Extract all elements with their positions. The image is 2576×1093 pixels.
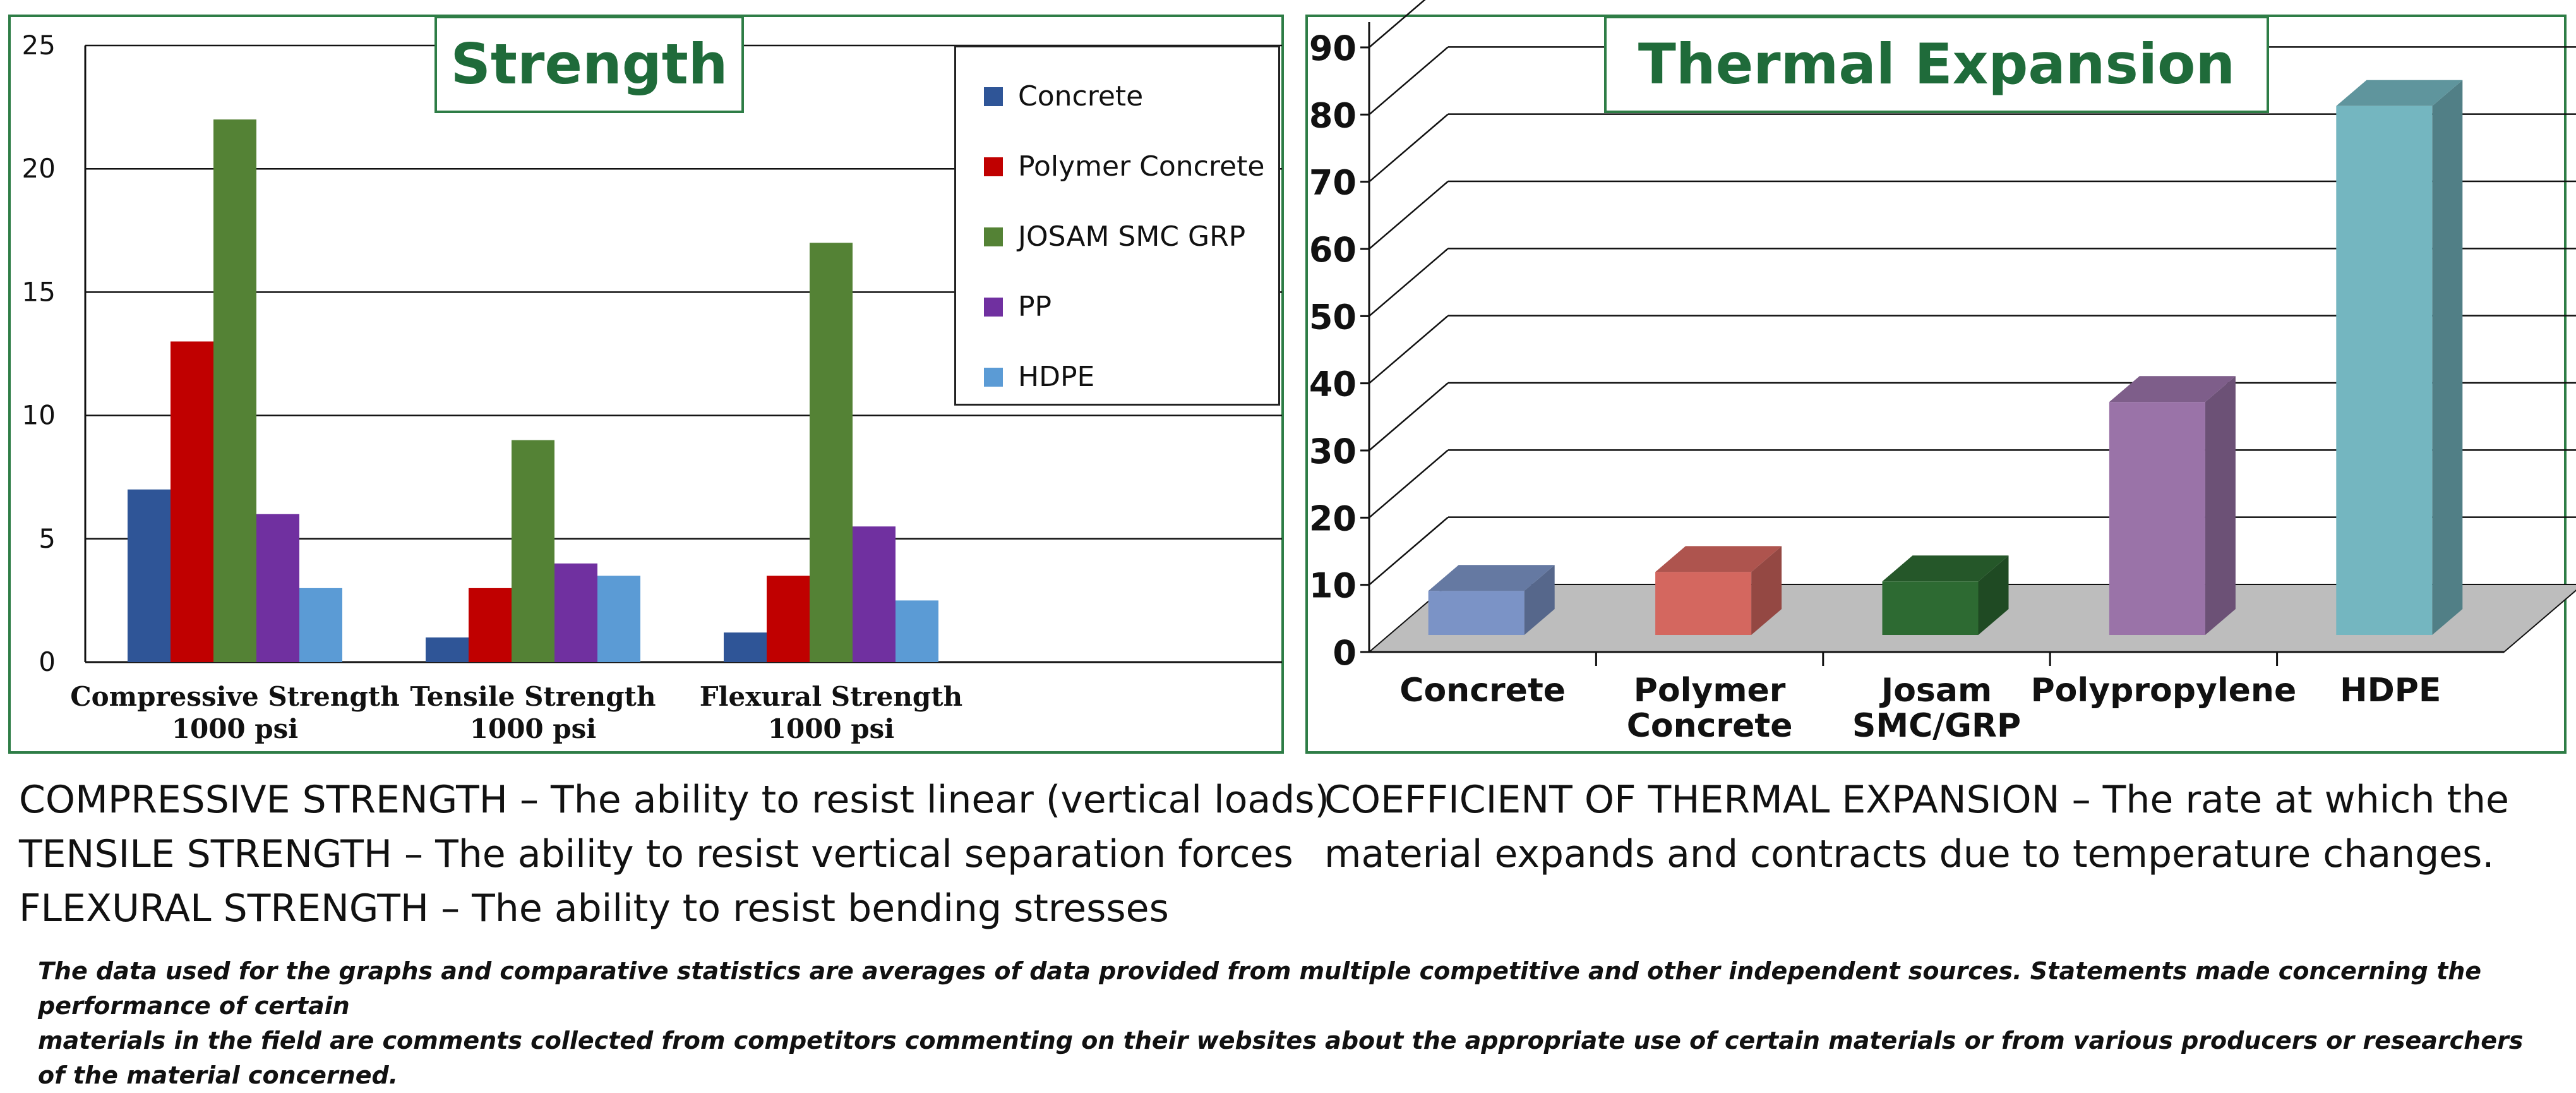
gridline-diagonal bbox=[1369, 248, 1449, 317]
legend-item-concrete: Concrete bbox=[956, 61, 1278, 131]
gridline-diagonal bbox=[1369, 0, 1426, 48]
legend-swatch-polymer-concrete bbox=[984, 157, 1003, 176]
legend-swatch-hdpe bbox=[984, 367, 1003, 387]
legend-label: JOSAM SMC GRP bbox=[1018, 220, 1246, 253]
y-tick-label: 30 bbox=[1309, 432, 1357, 471]
y-tick-label: 0 bbox=[39, 646, 56, 677]
x-tick-label: HDPE bbox=[2340, 672, 2441, 710]
y-tick-label: 5 bbox=[39, 523, 56, 554]
thermal-chart-title: Thermal Expansion bbox=[1604, 16, 2269, 113]
thermal-description-line-1: COEFFICIENT OF THERMAL EXPANSION – The r… bbox=[1324, 778, 2509, 822]
legend-item-polymer-concrete: Polymer Concrete bbox=[956, 131, 1278, 202]
gridline-diagonal bbox=[1369, 449, 1449, 519]
x-tick-label: Concrete bbox=[1627, 707, 1793, 745]
gridline-diagonal bbox=[1369, 516, 1449, 586]
tensile-strength-description: TENSILE STRENGTH – The ability to resist… bbox=[19, 832, 1293, 876]
bar bbox=[171, 341, 213, 662]
y-tick-label: 0 bbox=[1333, 633, 1357, 673]
x-tick-label: SMC/GRP bbox=[1852, 707, 2021, 745]
y-tick-label: 20 bbox=[22, 153, 56, 184]
strength-legend: Concrete Polymer Concrete JOSAM SMC GRP … bbox=[954, 45, 1280, 406]
legend-label: HDPE bbox=[1018, 361, 1095, 393]
x-tick-label: Josam bbox=[1879, 672, 1992, 710]
x-tick-label: Polypropylene bbox=[2031, 672, 2297, 710]
y-tick-label: 80 bbox=[1309, 95, 1357, 135]
bar-side bbox=[1978, 555, 2009, 635]
bar bbox=[469, 588, 512, 662]
compressive-strength-description: COMPRESSIVE STRENGTH – The ability to re… bbox=[19, 778, 1329, 822]
legend-label: PP bbox=[1018, 291, 1052, 323]
x-tick-label: 1000 psi bbox=[768, 713, 894, 744]
bar bbox=[2336, 106, 2433, 636]
bar bbox=[1655, 572, 1752, 635]
bar bbox=[853, 526, 896, 662]
legend-label: Concrete bbox=[1018, 80, 1144, 112]
footnote-line-1: The data used for the graphs and compara… bbox=[38, 957, 2482, 1020]
y-tick-label: 90 bbox=[1309, 28, 1357, 68]
legend-label: Polymer Concrete bbox=[1018, 150, 1265, 183]
bar-side bbox=[1751, 546, 1782, 635]
flexural-strength-description: FLEXURAL STRENGTH – The ability to resis… bbox=[19, 886, 1169, 931]
strength-chart-title: Strength bbox=[434, 16, 744, 113]
y-tick-label: 20 bbox=[1309, 498, 1357, 538]
gridline-diagonal bbox=[1369, 181, 1449, 250]
bar-side bbox=[1524, 565, 1555, 635]
x-tick-label: 1000 psi bbox=[172, 713, 298, 744]
thermal-description-line-2: material expands and contracts due to te… bbox=[1324, 832, 2495, 876]
y-tick-label: 60 bbox=[1309, 230, 1357, 270]
x-tick-label: 1000 psi bbox=[470, 713, 596, 744]
bar bbox=[1882, 581, 1979, 635]
bar bbox=[256, 514, 299, 662]
y-tick-label: 15 bbox=[22, 276, 56, 307]
bar-top bbox=[2336, 80, 2463, 106]
legend-swatch-pp bbox=[984, 297, 1003, 317]
thermal-descriptions: COEFFICIENT OF THERMAL EXPANSION – The r… bbox=[1324, 773, 2509, 881]
bar bbox=[128, 489, 171, 662]
legend-item-hdpe: HDPE bbox=[956, 342, 1278, 412]
bar-top bbox=[1882, 555, 2009, 582]
bar-side bbox=[2432, 80, 2463, 636]
x-tick-label: Compressive Strength bbox=[70, 681, 400, 712]
strength-descriptions: COMPRESSIVE STRENGTH – The ability to re… bbox=[19, 773, 1329, 936]
bar bbox=[2109, 402, 2205, 635]
bar bbox=[597, 576, 640, 662]
gridline-diagonal bbox=[1369, 46, 1449, 116]
footnote: The data used for the graphs and compara… bbox=[38, 954, 2558, 1093]
bar bbox=[724, 632, 767, 662]
bar bbox=[896, 600, 938, 662]
y-tick-label: 50 bbox=[1309, 297, 1357, 337]
y-tick-label: 25 bbox=[22, 30, 56, 61]
y-tick-label: 40 bbox=[1309, 365, 1357, 404]
legend-swatch-concrete bbox=[984, 87, 1003, 106]
gridline-diagonal bbox=[1369, 315, 1449, 384]
y-tick-label: 70 bbox=[1309, 163, 1357, 203]
bar bbox=[767, 576, 810, 662]
bar-top bbox=[1428, 565, 1555, 591]
bar-top bbox=[1655, 546, 1782, 572]
bar bbox=[299, 588, 342, 662]
x-tick-label: Tensile Strength bbox=[410, 681, 656, 712]
bar-side bbox=[2205, 376, 2236, 635]
bar bbox=[810, 243, 853, 662]
bar bbox=[213, 119, 256, 662]
y-tick-label: 10 bbox=[22, 400, 56, 431]
bar bbox=[512, 440, 554, 662]
bar bbox=[1428, 591, 1525, 635]
x-tick-label: Polymer bbox=[1634, 672, 1786, 710]
x-tick-label: Concrete bbox=[1399, 672, 1566, 710]
legend-swatch-josam-smc-grp bbox=[984, 227, 1003, 246]
x-tick-label: Flexural Strength bbox=[700, 681, 962, 712]
bar-top bbox=[2109, 376, 2236, 402]
bar bbox=[426, 637, 469, 662]
y-tick-label: 10 bbox=[1309, 566, 1357, 606]
gridline-diagonal bbox=[1369, 113, 1449, 183]
legend-item-pp: PP bbox=[956, 272, 1278, 342]
legend-item-josam-smc-grp: JOSAM SMC GRP bbox=[956, 202, 1278, 272]
gridline-diagonal bbox=[1369, 382, 1449, 451]
bar bbox=[554, 563, 597, 662]
